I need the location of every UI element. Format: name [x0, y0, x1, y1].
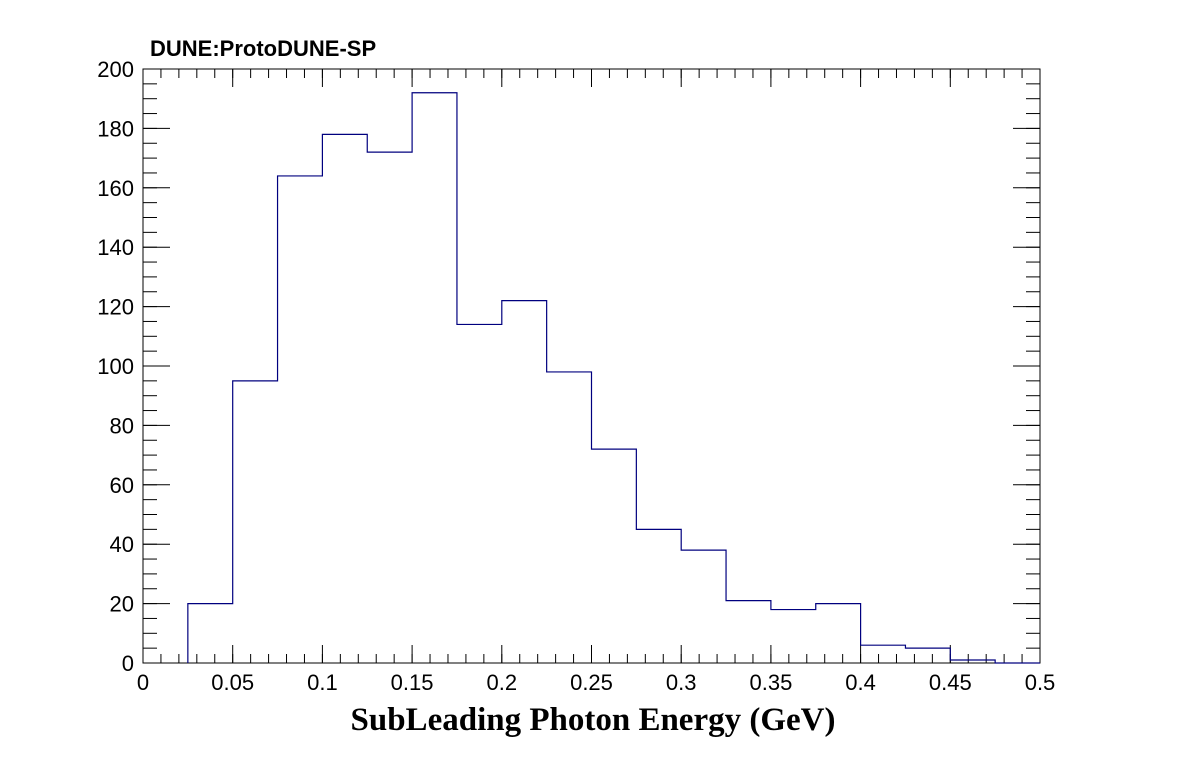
x-tick-label: 0 [137, 670, 149, 695]
histogram-bin [188, 604, 233, 663]
histogram-bin [816, 604, 861, 663]
y-tick-label: 20 [110, 592, 134, 617]
x-tick-label: 0.35 [749, 670, 792, 695]
histogram-bin [771, 610, 816, 663]
histogram-bin [322, 134, 367, 663]
y-tick-label: 80 [110, 413, 134, 438]
x-tick-label: 0.2 [487, 670, 518, 695]
histogram-bin [233, 381, 278, 663]
x-tick-label: 0.15 [391, 670, 434, 695]
y-tick-label: 60 [110, 473, 134, 498]
y-tick-label: 100 [97, 354, 134, 379]
x-tick-label: 0.05 [211, 670, 254, 695]
x-axis-label: SubLeading Photon Energy (GeV) [351, 702, 836, 738]
histogram-bin [592, 449, 637, 663]
y-tick-label: 160 [97, 176, 134, 201]
x-tick-label: 0.3 [666, 670, 697, 695]
histogram-bin [502, 301, 547, 663]
x-axis-tick-labels: 0 0.05 0.1 0.15 0.2 0.25 0.3 0.35 0.4 0.45 0.5 [137, 670, 1055, 695]
y-tick-label: 120 [97, 295, 134, 320]
histogram-bin [457, 324, 502, 663]
histogram-bin [547, 372, 592, 663]
histogram-bin [278, 176, 323, 663]
x-tick-label: 0.5 [1025, 670, 1056, 695]
y-axis-tick-labels: 0 20 40 60 80 100 120 140 160 180 200 [97, 57, 134, 676]
histogram-bin [905, 648, 950, 663]
y-tick-label: 180 [97, 116, 134, 141]
y-tick-label: 140 [97, 235, 134, 260]
histogram-outline [187, 92, 1040, 664]
x-tick-label: 0.4 [845, 670, 876, 695]
chart-title: DUNE:ProtoDUNE-SP [150, 36, 376, 61]
x-tick-label: 0.25 [570, 670, 613, 695]
y-tick-label: 200 [97, 57, 134, 82]
x-tick-label: 0.1 [307, 670, 338, 695]
histogram-bin [861, 645, 906, 663]
histogram-bin [681, 550, 726, 663]
y-tick-label: 0 [122, 651, 134, 676]
histogram-bin [367, 152, 412, 663]
x-tick-label: 0.45 [929, 670, 972, 695]
histogram-bin [412, 93, 457, 663]
histogram-bin [636, 529, 681, 663]
y-tick-label: 40 [110, 532, 134, 557]
histogram-bin [726, 601, 771, 663]
